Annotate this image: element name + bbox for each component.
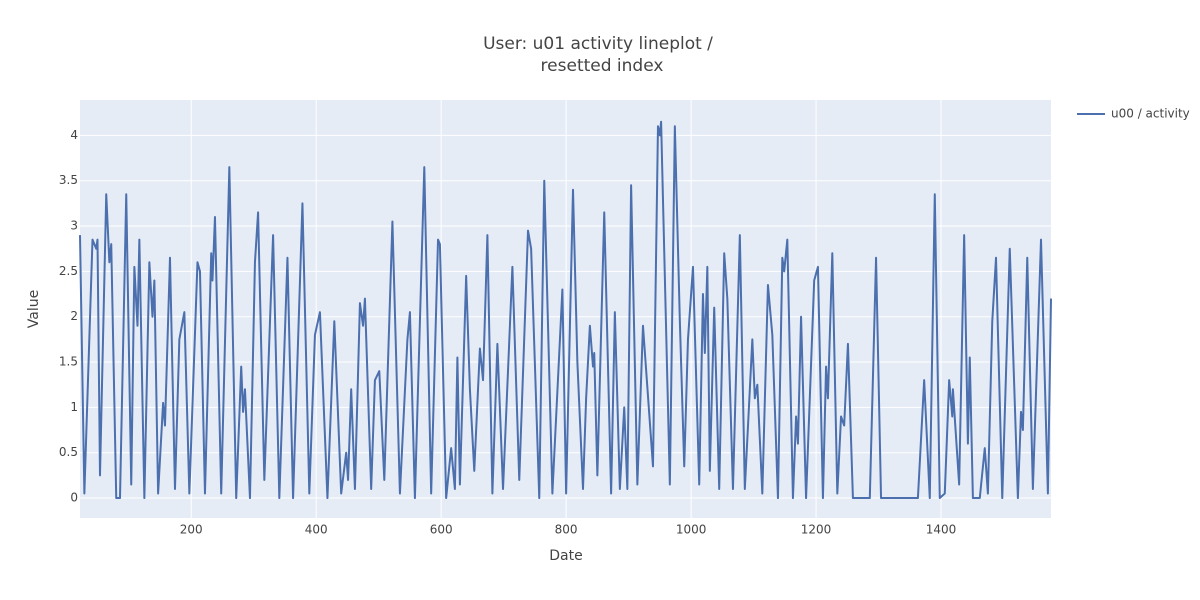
y-tick-label: 1.5 (59, 355, 78, 369)
x-tick-label: 600 (430, 523, 453, 537)
y-axis-title: Value (26, 290, 42, 328)
y-tick-label: 0 (70, 491, 78, 505)
x-tick-label: 1200 (801, 523, 832, 537)
y-tick-label: 2 (70, 309, 78, 323)
legend-label[interactable]: u00 / activity (1111, 107, 1190, 121)
y-tick-label: 1 (70, 400, 78, 414)
line-series (79, 120, 1052, 500)
y-tick-label: 3.5 (59, 173, 78, 187)
y-tick-label: 2.5 (59, 264, 78, 278)
x-tick-label: 200 (180, 523, 203, 537)
x-tick-label: 400 (305, 523, 328, 537)
x-tick-label: 1400 (926, 523, 957, 537)
chart-title: User: u01 activity lineplot / (483, 34, 713, 54)
chart-title: resetted index (541, 56, 664, 76)
x-tick-label: 800 (555, 523, 578, 537)
x-tick-label: 1000 (676, 523, 707, 537)
y-tick-label: 0.5 (59, 445, 78, 459)
x-axis-title: Date (549, 548, 582, 564)
y-tick-label: 3 (70, 219, 78, 233)
y-tick-label: 4 (70, 128, 78, 142)
